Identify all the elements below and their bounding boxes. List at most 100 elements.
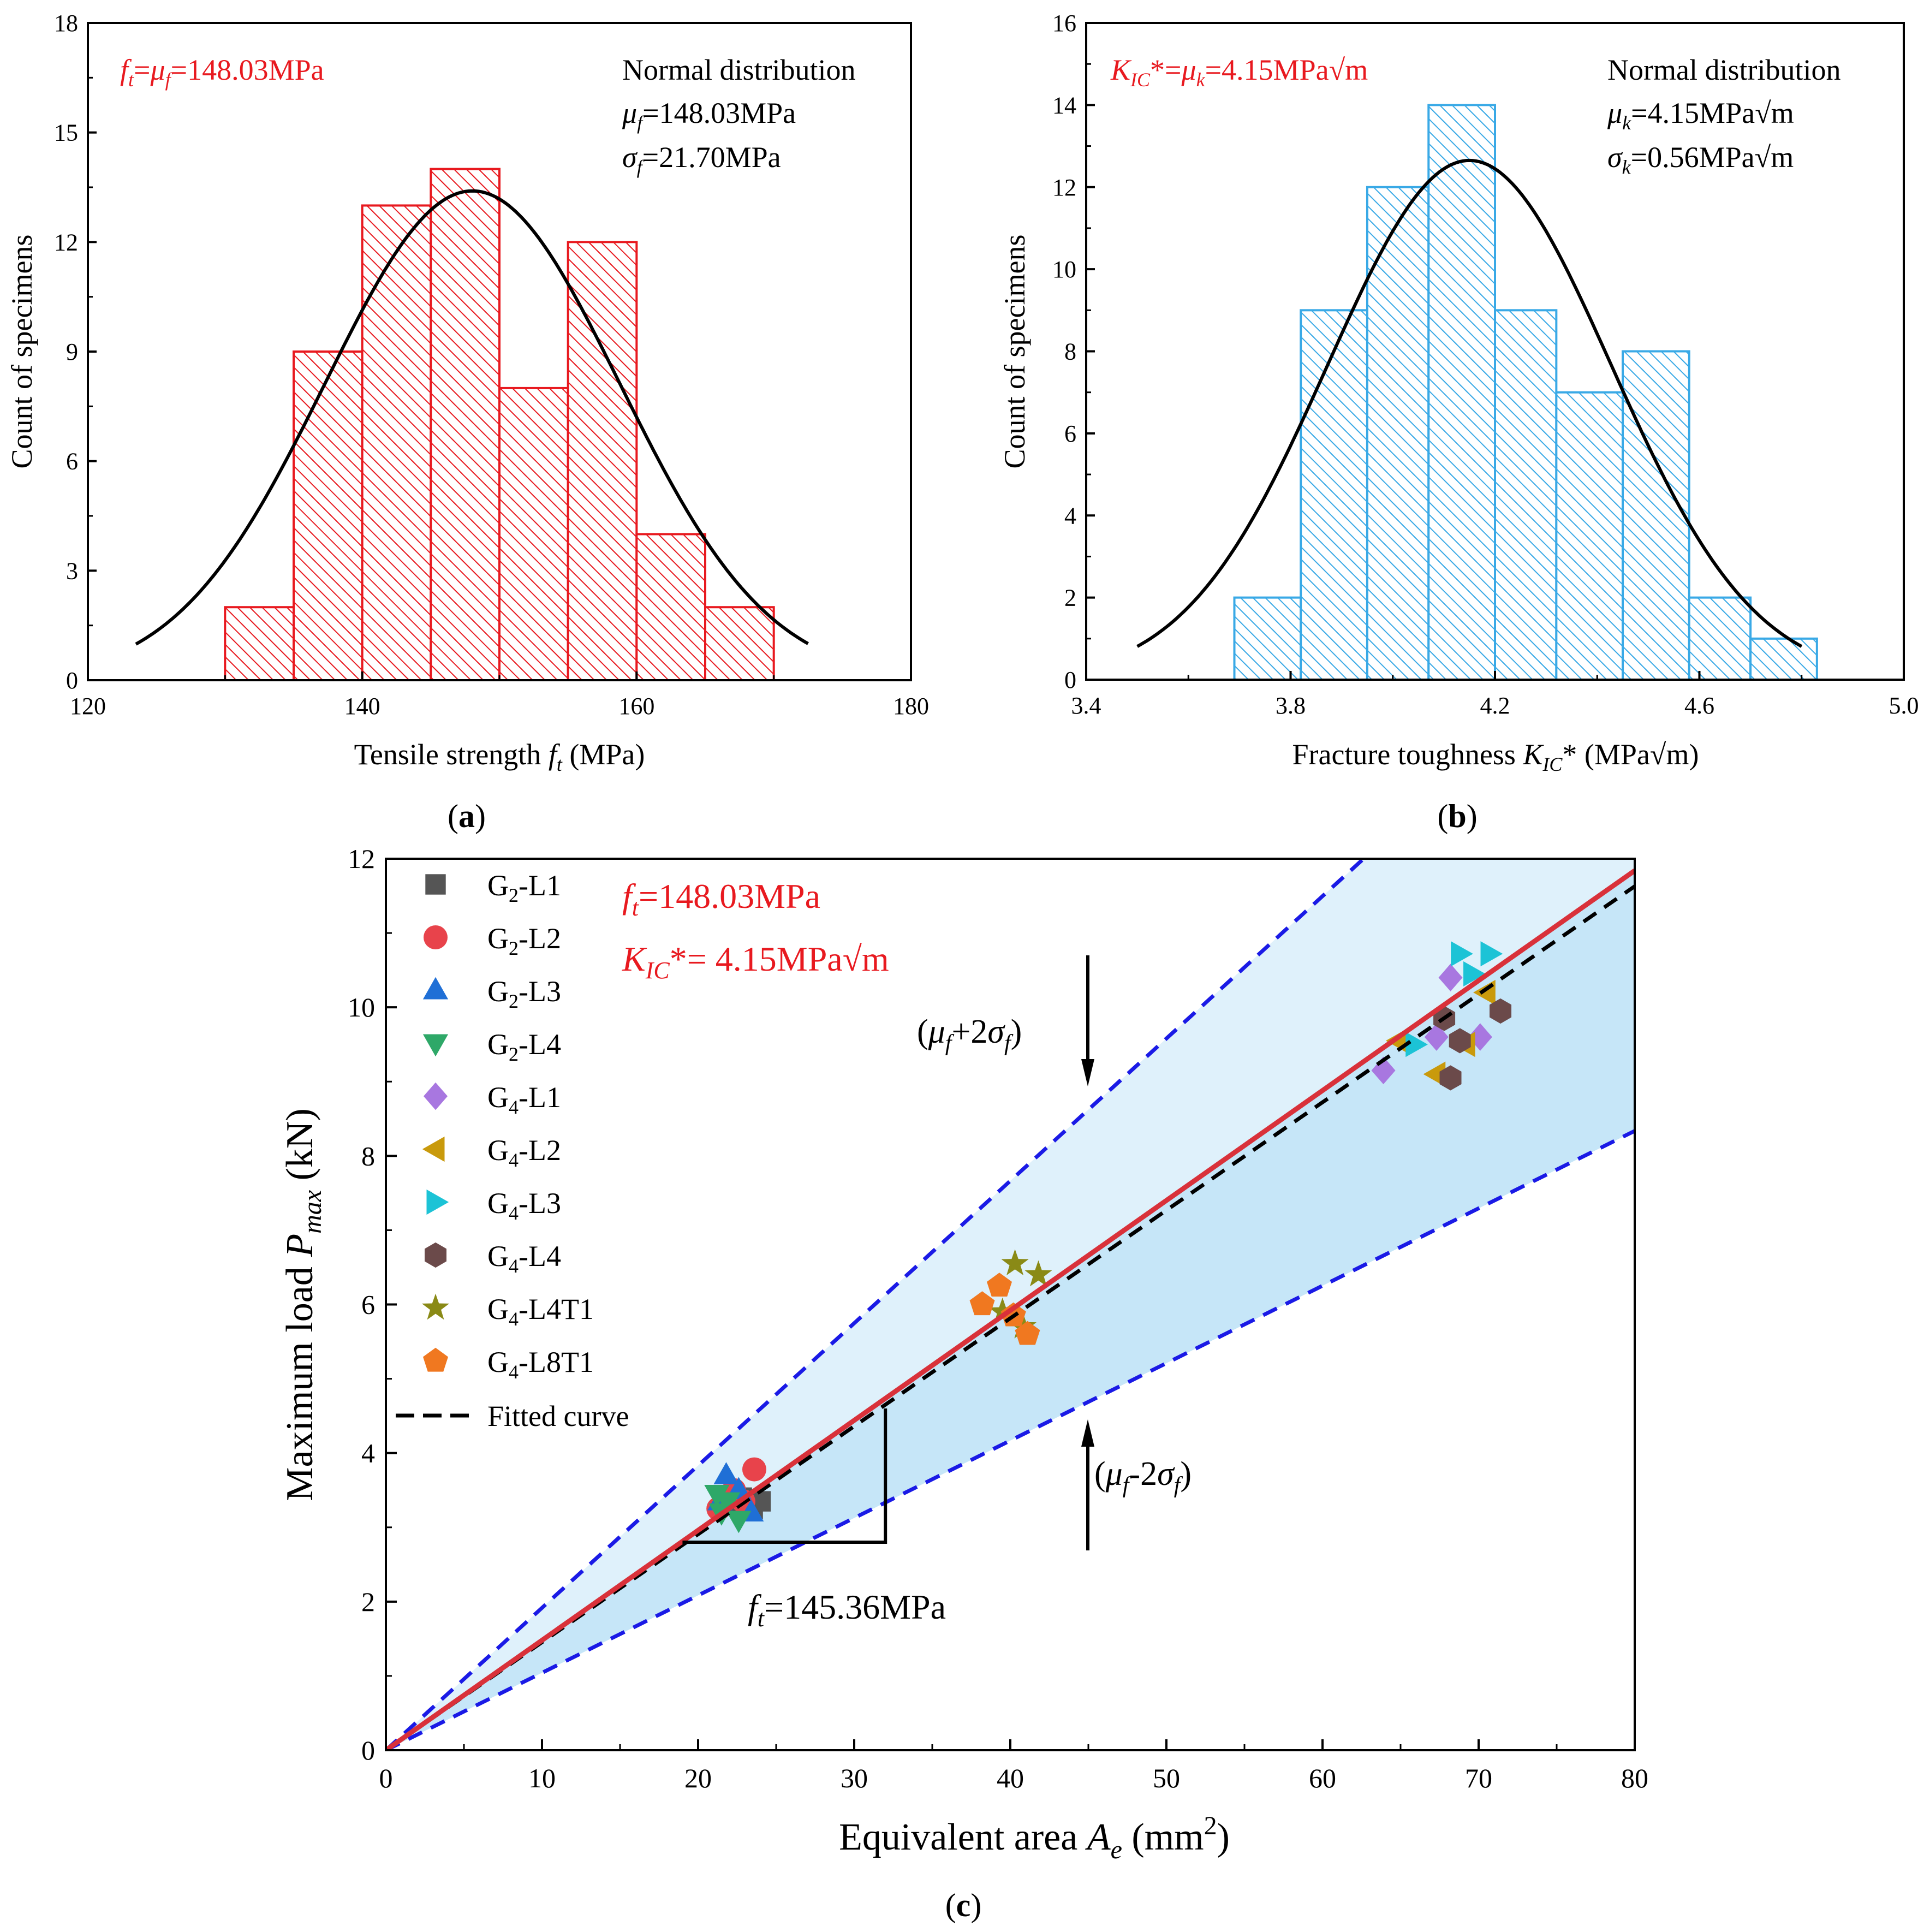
x-tick-label-c: 60 (1309, 1763, 1336, 1793)
x-tick-label-a: 120 (70, 693, 106, 720)
legend-mu-a: μf=148.03MPa (622, 97, 796, 134)
legend-marker-g4-l8t1 (422, 1347, 449, 1372)
data-point-g4-l4t1 (1001, 1249, 1029, 1276)
histogram-bar-a-7 (635, 533, 707, 681)
histogram-bar-a-3 (361, 204, 432, 681)
histogram-bar-a-2 (293, 350, 364, 681)
legend-title-b: Normal distribution (1607, 53, 1840, 86)
histogram-bar-b-7 (1622, 350, 1690, 681)
histogram-bar-b-9 (1749, 637, 1818, 681)
legend-fitted-curve-label: Fitted curve (487, 1400, 629, 1432)
x-axis-label-c: Equivalent area Ae (mm2) (839, 1811, 1230, 1864)
data-point-g2-l4 (726, 1511, 752, 1533)
x-tick-label-c: 40 (997, 1763, 1024, 1793)
annotation-ft-mean-c: ft=148.03MPa (622, 877, 820, 921)
y-tick-label-c: 4 (361, 1438, 375, 1469)
histogram-bar-a-1 (224, 606, 295, 681)
data-point-g4-l8t1 (969, 1291, 995, 1316)
y-tick-label-c: 8 (361, 1140, 375, 1171)
y-tick-label-b: 2 (1064, 585, 1076, 611)
data-point-g4-l3 (1480, 941, 1503, 967)
panel-label-c: (c) (945, 1887, 982, 1923)
y-axis-ticks-b: 0 2 4 6 8 10 12 14 16 (1052, 10, 1095, 693)
legend-marker-g4-l2 (422, 1136, 445, 1162)
x-tick-label-a: 140 (344, 693, 380, 720)
x-axis-label-b: Fracture toughness KIC* (MPa√m) (1292, 738, 1699, 775)
scatter-points (704, 941, 1512, 1533)
y-tick-label-b: 12 (1052, 174, 1076, 201)
y-tick-label-b: 10 (1052, 256, 1076, 283)
x-tick-label-c: 10 (528, 1763, 556, 1793)
y-tick-label-c: 12 (348, 843, 375, 874)
legend-label-g2-l2: G2-L2 (487, 922, 561, 959)
lower-bound-line (386, 1129, 1635, 1750)
legend-marker-g4-l3 (426, 1189, 449, 1215)
x-tick-label-c: 20 (684, 1763, 712, 1793)
annotation-ft-mean-a: ft=μf=148.03MPa (120, 53, 324, 91)
legend-label-g2-l1: G2-L1 (487, 869, 561, 906)
data-point-g4-l4 (1439, 1065, 1462, 1091)
data-point-g4-l1 (1424, 1023, 1449, 1051)
legend-marker-g2-l4 (422, 1034, 449, 1057)
y-tick-label-a: 6 (66, 448, 78, 475)
normal-fit-curve-b (1136, 158, 1803, 648)
x-tick-label-b: 3.8 (1276, 692, 1306, 719)
legend-label-g2-l4: G2-L4 (487, 1028, 561, 1065)
legend-sigma-a: σf=21.70MPa (622, 141, 781, 178)
upper-bound-label: (μf+2σf) (917, 1013, 1022, 1056)
x-tick-label-c: 50 (1153, 1763, 1180, 1793)
x-axis-label-a: Tensile strength ft (MPa) (354, 738, 645, 775)
x-tick-label-c: 0 (379, 1763, 393, 1793)
legend-sigma-b: σk=0.56MPa√m (1607, 141, 1794, 178)
x-tick-label-b: 3.4 (1071, 692, 1101, 719)
slope-triangle (682, 1408, 887, 1544)
legend-marker-g2-l1 (425, 874, 446, 895)
histogram-panel-b: 0 2 4 6 8 10 12 14 16 3.4 3.8 4.2 4.6 5.0 KIC*=μk=4.… (998, 10, 1919, 834)
x-tick-label-a: 160 (618, 693, 654, 720)
legend-label-g4-l1: G4-L1 (487, 1081, 561, 1118)
legend-label-g4-l8t1: G4-L8T1 (487, 1346, 594, 1383)
data-point-g2-l2 (742, 1457, 766, 1482)
legend-label-g2-l3: G2-L3 (487, 975, 561, 1012)
x-tick-label-b: 4.6 (1684, 692, 1714, 719)
legend: G2-L1 G2-L2 G2-L3 G2-L4 G4-L1 G4-L2 G4-L3 G4-L4… (421, 869, 594, 1383)
legend-marker-g4-l4 (424, 1242, 447, 1268)
annotation-ft-fit: ft=145.36MPa (748, 1588, 946, 1632)
data-point-g4-l8t1 (986, 1273, 1012, 1297)
data-point-g4-l3 (1463, 961, 1486, 987)
y-tick-label-c: 0 (361, 1735, 375, 1765)
histogram-bar-a-8 (704, 606, 775, 681)
histogram-bar-a-5 (498, 387, 569, 681)
legend-mu-b: μk=4.15MPa√m (1607, 97, 1794, 134)
x-tick-label-c: 70 (1465, 1763, 1492, 1793)
y-tick-label-c: 6 (361, 1289, 375, 1320)
legend-marker-g4-l1 (424, 1082, 448, 1110)
histogram-bars-b (1233, 104, 1818, 681)
y-axis-label-c: Maximum load Pmax (kN) (279, 1108, 327, 1501)
data-point-g4-l4t1 (1024, 1260, 1052, 1287)
legend-label-g4-l4: G4-L4 (487, 1240, 561, 1277)
y-tick-label-a: 3 (66, 557, 78, 584)
normal-fit-curve-a (135, 189, 809, 646)
y-tick-label-b: 0 (1064, 667, 1076, 693)
y-tick-label-c: 10 (348, 992, 375, 1023)
y-tick-label-a: 18 (54, 10, 78, 37)
arrow-down-icon (1081, 955, 1094, 1086)
x-tick-label-c: 80 (1621, 1763, 1648, 1793)
y-axis-ticks-c: 0 2 4 6 8 10 12 (348, 843, 397, 1765)
histogram-bar-b-8 (1688, 596, 1752, 681)
histogram-bar-b-3 (1366, 186, 1430, 681)
data-point-g4-l1 (1438, 964, 1463, 992)
legend-label-g4-l4t1: G4-L4T1 (487, 1293, 594, 1330)
lower-bound-label: (μf-2σf) (1094, 1455, 1192, 1498)
arrow-up-icon (1081, 1419, 1094, 1550)
legend-label-g4-l3: G4-L3 (487, 1187, 561, 1224)
annotation-kic-mean-c: KIC*= 4.15MPa√m (622, 940, 889, 984)
data-point-g4-l8t1 (1015, 1321, 1040, 1345)
data-point-g2-l3 (713, 1462, 739, 1484)
y-tick-label-b: 4 (1064, 502, 1076, 529)
x-tick-label-b: 5.0 (1889, 692, 1919, 719)
x-tick-label-b: 4.2 (1480, 692, 1510, 719)
histogram-bar-b-5 (1494, 309, 1558, 681)
